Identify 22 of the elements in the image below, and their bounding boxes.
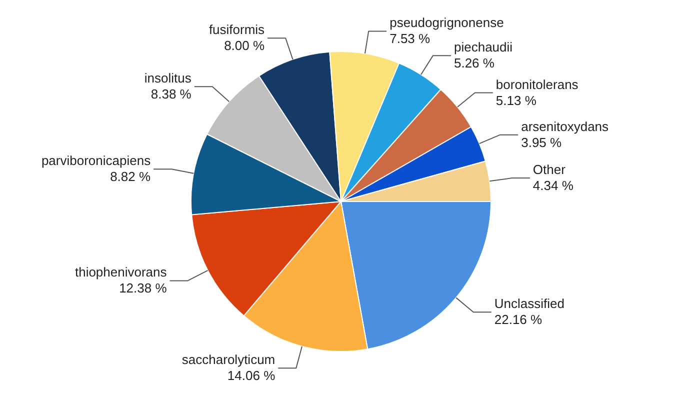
data-label: 3.95 % xyxy=(521,134,562,150)
slice-label: arsenitoxydans xyxy=(521,118,610,134)
slice-label: Unclassified xyxy=(494,296,564,312)
data-label: 8.38 % xyxy=(150,86,192,102)
slice-label: parviboronicapiens xyxy=(41,153,152,168)
data-label: 22.16 % xyxy=(494,312,543,328)
data-label: 5.26 % xyxy=(454,56,495,71)
slice-label: fusiformis xyxy=(208,22,266,38)
slice-label: Other xyxy=(532,162,566,178)
slice-label: pseudogrignonense xyxy=(390,15,504,30)
data-label: 4.34 % xyxy=(532,178,574,194)
slice-label: insolitus xyxy=(144,70,192,86)
slice-label: thiophenivorans xyxy=(74,264,168,280)
data-label: 14.06 % xyxy=(227,368,276,384)
data-label: 12.38 % xyxy=(119,280,168,296)
slice-label: boronitolerans xyxy=(496,76,579,92)
data-label: 7.53 % xyxy=(390,31,431,46)
data-label: 8.00 % xyxy=(224,38,265,54)
slice-label: piechaudii xyxy=(454,40,513,55)
data-label: 8.82 % xyxy=(110,169,151,184)
data-label: 5.13 % xyxy=(496,92,537,108)
slice-label: saccharolyticum xyxy=(182,352,276,368)
